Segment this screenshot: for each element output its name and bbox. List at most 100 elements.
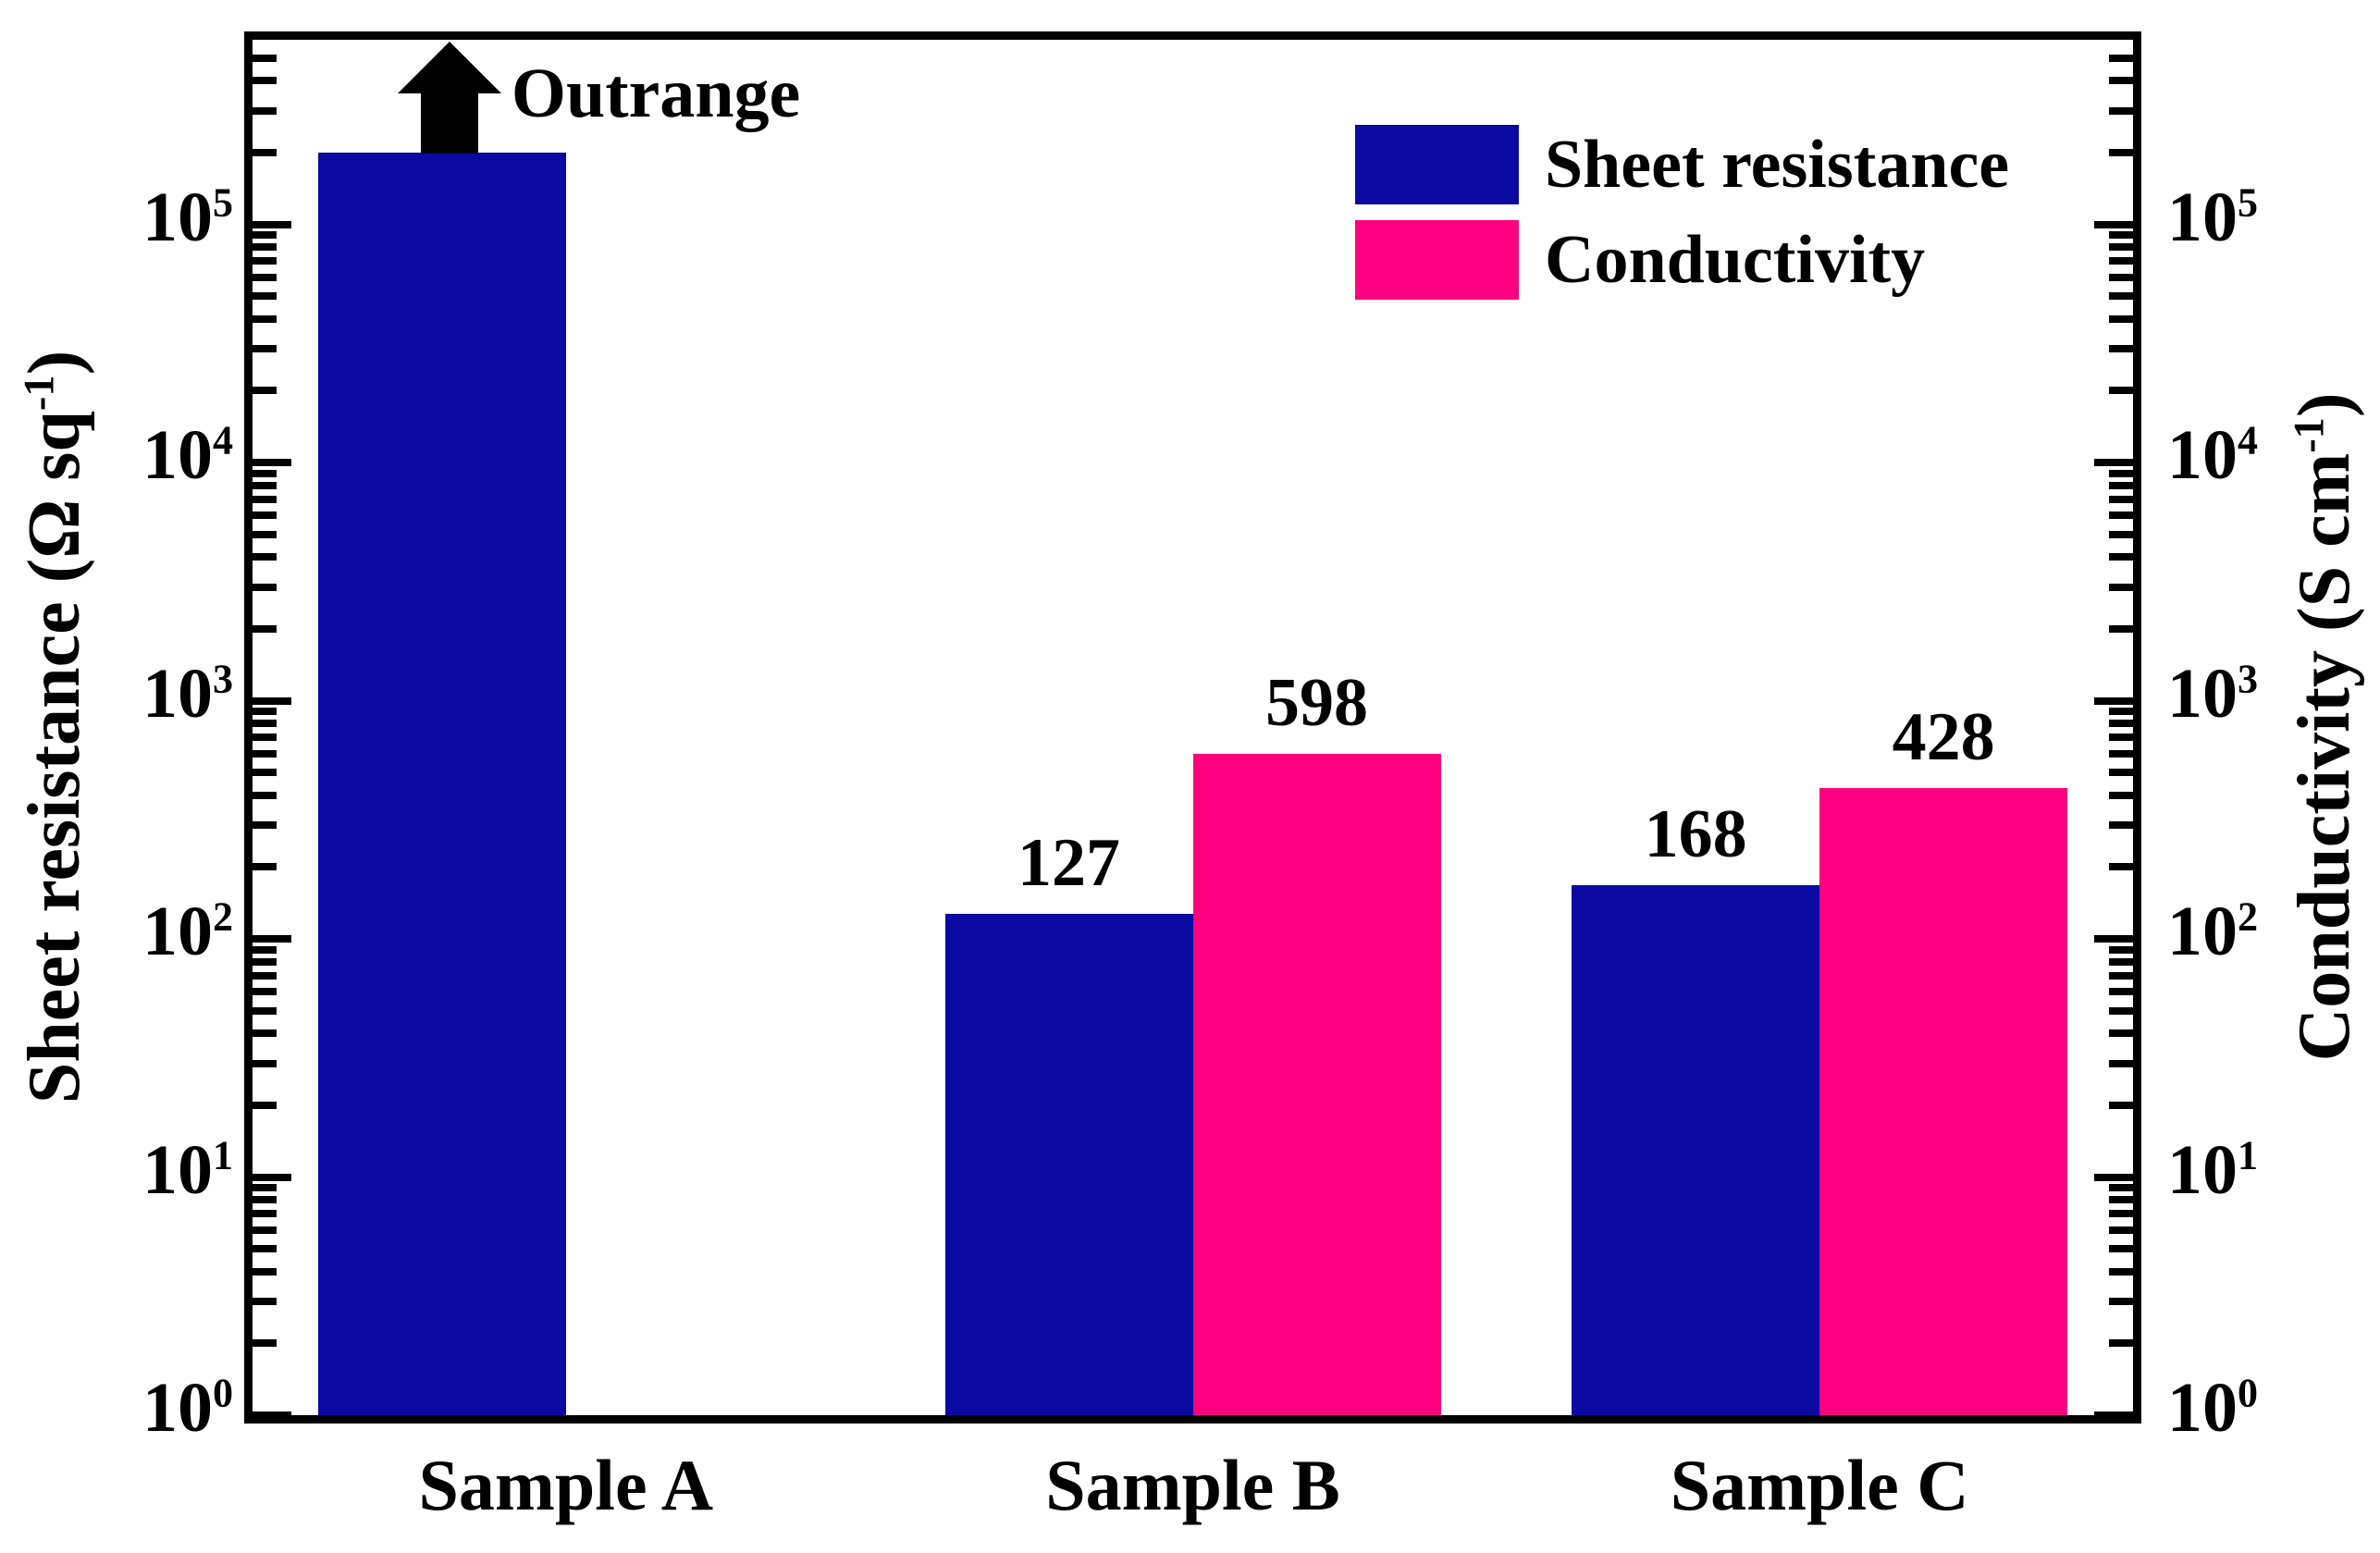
left-minor-tick [253,106,277,115]
left-minor-tick [253,583,277,591]
right-minor-tick [2109,495,2133,503]
right-minor-tick [2109,1006,2133,1015]
legend-swatch-conductivity [1355,220,1519,300]
left-minor-tick [253,257,277,265]
bar-sheet-resistance-sample-b [944,914,1193,1415]
left-major-tick-10e5 [253,220,291,228]
left-minor-tick [253,314,277,323]
right-minor-tick [2109,314,2133,323]
legend-row-sheet-resistance: Sheet resistance [1355,125,2009,204]
right-minor-tick [2109,1267,2133,1276]
left-minor-tick [253,1184,277,1192]
right-minor-tick [2109,481,2133,489]
right-minor-tick [2109,1101,2133,1109]
right-major-tick-10e2 [2094,935,2133,943]
legend-swatch-sheet-resistance [1355,125,1519,204]
right-minor-tick [2109,769,2133,776]
left-minor-tick [253,988,277,996]
left-tick-label-10e0: 100 [142,1369,233,1447]
right-major-tick-10e5 [2094,220,2133,228]
left-minor-tick [253,769,277,776]
left-minor-tick [253,791,277,799]
left-minor-tick [253,1339,277,1348]
right-minor-tick [2109,971,2133,980]
left-minor-tick [253,971,277,980]
left-minor-tick [253,553,277,561]
right-minor-tick [2109,77,2133,85]
right-minor-tick [2109,1245,2133,1252]
left-minor-tick [253,512,277,520]
left-minor-tick [253,957,277,966]
right-minor-tick [2109,1184,2133,1192]
left-major-tick-10e1 [253,1173,291,1181]
bar-sheet-resistance-sample-a [317,152,566,1415]
right-minor-tick [2109,530,2133,538]
right-minor-tick [2109,54,2133,62]
legend-row-conductivity: Conductivity [1355,220,2009,300]
right-minor-tick [2109,148,2133,156]
right-tick-label-10e1: 101 [2167,1130,2259,1209]
left-minor-tick [253,273,277,281]
right-minor-tick [2109,106,2133,115]
value-label-sheet-resistance-sample-b: 127 [1017,825,1120,902]
legend-label-conductivity: Conductivity [1545,222,1926,298]
left-minor-tick [253,1196,277,1204]
right-minor-tick [2109,733,2133,742]
left-minor-tick [253,77,277,85]
left-minor-tick [253,708,277,716]
right-major-tick-10e3 [2094,696,2133,705]
right-major-tick-10e4 [2094,459,2133,466]
right-minor-tick [2109,720,2133,728]
right-tick-label-10e0: 100 [2167,1369,2259,1447]
left-minor-tick [253,387,277,395]
x-label-sample-c: Sample C [1670,1445,1969,1525]
right-minor-tick [2109,791,2133,799]
left-tick-label-10e2: 102 [142,893,233,970]
left-minor-tick [253,1006,277,1015]
left-minor-tick [253,1029,277,1038]
bar-conductivity-sample-c [1819,788,2068,1415]
left-minor-tick [253,1298,277,1306]
right-minor-tick [2109,1298,2133,1306]
left-minor-tick [253,292,277,300]
right-tick-label-10e4: 104 [2167,416,2259,494]
left-minor-tick [253,1226,277,1234]
left-tick-label-10e1: 101 [142,1130,233,1209]
outrange-label: Outrange [511,54,801,132]
bar-conductivity-sample-b [1192,753,1441,1415]
right-minor-tick [2109,1196,2133,1204]
right-minor-tick [2109,292,2133,300]
left-major-tick-10e2 [253,935,291,943]
right-minor-tick [2109,957,2133,966]
left-axis-title: Sheet resistance (Ω sq-1) [14,350,95,1104]
right-minor-tick [2109,512,2133,520]
left-minor-tick [253,54,277,62]
left-minor-tick [253,1101,277,1109]
left-minor-tick [253,749,277,758]
left-major-tick-10e0 [253,1411,291,1419]
right-minor-tick [2109,469,2133,477]
right-minor-tick [2109,231,2133,240]
left-minor-tick [253,530,277,538]
right-minor-tick [2109,863,2133,871]
right-tick-label-10e3: 103 [2167,654,2259,733]
legend-label-sheet-resistance: Sheet resistance [1545,127,2010,203]
x-label-sample-a: Sample A [418,1445,714,1525]
left-minor-tick [253,469,277,477]
left-minor-tick [253,1267,277,1276]
legend: Sheet resistance Conductivity [1355,125,2009,300]
right-minor-tick [2109,821,2133,830]
right-minor-tick [2109,243,2133,252]
left-minor-tick [253,945,277,954]
right-minor-tick [2109,945,2133,954]
right-axis-title: Conductivity (S cm-1) [2284,392,2365,1062]
left-minor-tick [253,231,277,240]
left-minor-tick [253,733,277,742]
right-minor-tick [2109,1029,2133,1038]
left-minor-tick [253,1210,277,1218]
left-minor-tick [253,481,277,489]
left-minor-tick [253,345,277,353]
